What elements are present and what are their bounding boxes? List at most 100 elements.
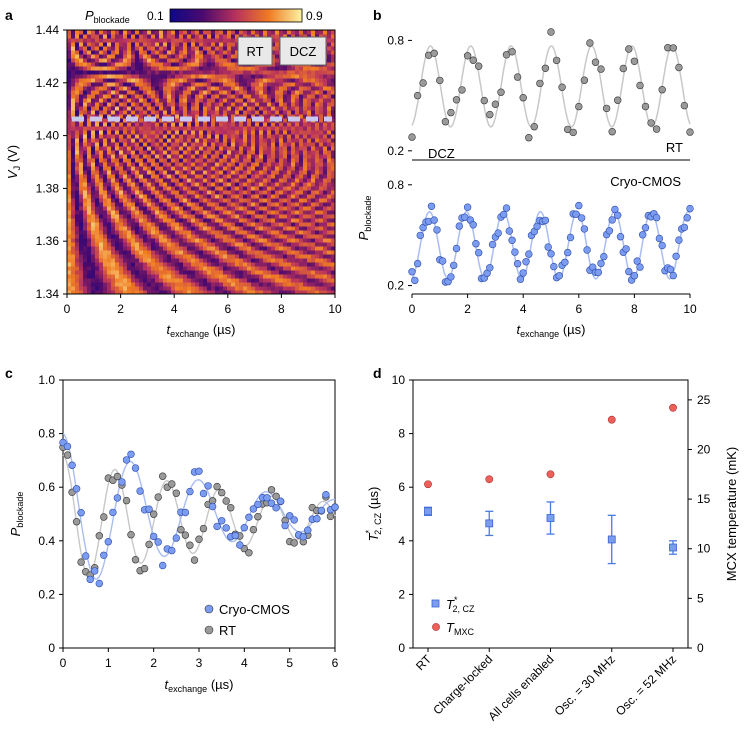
panel-a-ytick: 1.42 [36, 76, 60, 90]
cmos-point [519, 269, 527, 277]
panel-d-ytick-right: 10 [697, 542, 711, 556]
cmos-point [633, 257, 641, 265]
panel-c-axes: 0 1 2 3 4 5 6 0 0.2 0.4 0.6 0.8 1.0 [38, 373, 338, 670]
cmos-point [505, 227, 513, 235]
panel-d-ytick-left: 8 [398, 427, 405, 441]
cmos-point [597, 259, 605, 268]
rt-point [619, 64, 627, 73]
cmos-point [408, 268, 416, 276]
cmos-point [555, 272, 563, 280]
cmos-point [616, 233, 625, 241]
panel-d-category-label: Osc. = 30 MHz [552, 652, 618, 718]
panel-a-xtick: 0 [64, 302, 71, 316]
panel-b-xtick: 8 [631, 302, 638, 316]
cmos-point [508, 236, 516, 245]
panel-c-rt-point [272, 492, 280, 500]
rt-point [575, 102, 583, 111]
panel-a-ytick: 1.34 [36, 287, 60, 301]
rt-point [486, 110, 494, 119]
cmos-point [683, 214, 691, 222]
panel-d-ylabel-right: MCX temperature (mK) [724, 447, 739, 581]
svg-text:T*2, CZ: T* 2, CZ [446, 595, 475, 614]
t2-point [669, 543, 677, 552]
panel-c-rt-point [95, 532, 104, 540]
rt-point [625, 45, 633, 53]
cmos-point [544, 243, 552, 251]
panel-c-rt-point [131, 555, 140, 564]
panel-c-cmos-point [231, 531, 240, 540]
panel-c-rt-point [127, 530, 135, 539]
panel-b-xtick: 0 [409, 302, 416, 316]
panel-c-ytick: 0.8 [38, 427, 55, 441]
cmos-point [522, 258, 530, 266]
legend-cryo-cmos: Cryo-CMOS [204, 602, 290, 617]
cmos-point [655, 234, 664, 243]
colorbar-min: 0.1 [147, 9, 164, 23]
panel-c-cmos-point [154, 538, 162, 546]
panel-c-cmos-point [131, 464, 140, 472]
t2-point [485, 519, 494, 528]
t2-point [546, 514, 555, 522]
panel-c-cmos-point [145, 505, 153, 513]
panel-c-cmos-point [254, 500, 262, 509]
rt-point [680, 101, 689, 110]
rt-point [558, 83, 566, 91]
panel-c-cmos-point [313, 514, 321, 523]
mode-button-rt[interactable]: RT [237, 36, 273, 66]
panel-c-cmos-point [168, 546, 176, 555]
rt-point [658, 85, 666, 94]
panel-d-category-label: RT [413, 652, 435, 674]
panel-c-cmos-point [272, 504, 280, 512]
rt-point [436, 76, 444, 85]
rt-point [469, 56, 477, 64]
mode-button-dcz-label: DCZ [290, 44, 317, 59]
panel-c-cmos-point [222, 524, 230, 532]
panel-c-rt-point [213, 482, 221, 491]
panel-c-cmos-point [204, 482, 212, 490]
cmos-point [605, 227, 614, 235]
rt-point [586, 39, 594, 47]
cmos-point [455, 222, 463, 230]
panel-c-cmos-point [195, 467, 203, 475]
cmos-point [413, 259, 422, 268]
cmos-point [427, 202, 436, 211]
colorbar [169, 8, 303, 23]
panel-c-rt-point [177, 525, 185, 534]
panel-c-points [59, 438, 339, 588]
panel-a-ytick: 1.38 [36, 181, 60, 195]
cmos-point [672, 252, 680, 260]
panel-c-rt-point [218, 488, 226, 497]
cmos-point [411, 276, 419, 285]
rt-points [408, 28, 694, 142]
panel-letter-a: a [5, 7, 13, 23]
cmos-point [594, 268, 602, 277]
colorbar-label: Pblockade [85, 8, 130, 25]
panel-d-ytick-left: 2 [398, 587, 405, 601]
rt-point [613, 96, 622, 104]
panel-b: 0 2 4 6 8 10 0.2 0.8 0.2 0.8 RT DCZ Cryo-CMOS Pbl… [356, 28, 697, 339]
panel-d-ytick-left: 4 [398, 534, 405, 548]
rt-point [547, 28, 555, 36]
panel-a-xtick: 2 [117, 302, 124, 316]
cmos-point [450, 261, 458, 270]
panel-d-ytick-left: 10 [392, 373, 406, 387]
legend-tmxc: TMXC [432, 620, 474, 637]
panel-c-cmos-point [331, 503, 339, 511]
rt-point [669, 44, 677, 52]
cmos-point [547, 250, 555, 258]
panel-b-top-ytick: 0.8 [387, 33, 404, 47]
panel-c-ytick: 0.2 [38, 587, 55, 601]
cmos-point [622, 245, 630, 253]
rt-point [502, 51, 511, 59]
cmos-point [577, 214, 586, 222]
colorbar-max: 0.9 [306, 9, 323, 23]
cmos-point [430, 216, 438, 224]
rt-point [447, 108, 455, 117]
mode-button-dcz[interactable]: DCZ [279, 36, 327, 66]
cmos-point [608, 216, 616, 224]
cmos-point [516, 275, 525, 283]
tmxc-point [607, 415, 616, 424]
panel-c-cmos-point [104, 537, 113, 546]
panel-c-xtick: 2 [150, 656, 157, 670]
